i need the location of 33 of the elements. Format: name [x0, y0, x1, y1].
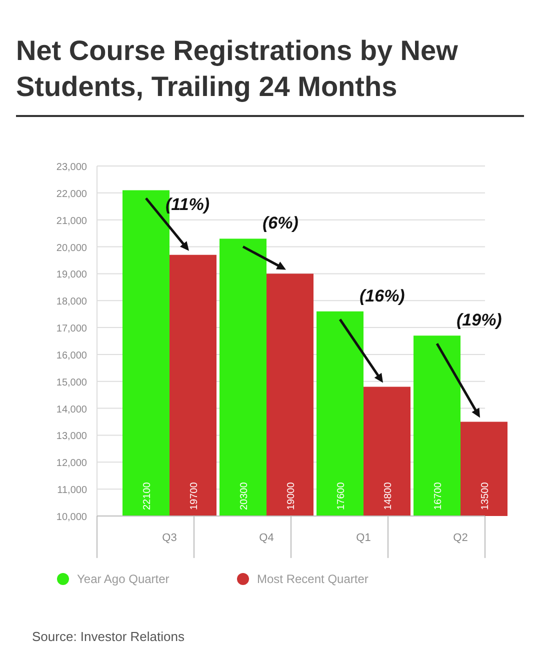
source-note: Source: Investor Relations — [32, 629, 185, 644]
text: 20,000 — [56, 242, 87, 254]
text: 17,000 — [56, 324, 87, 335]
text: 13,000 — [56, 431, 87, 442]
data-label: 17600 — [336, 482, 347, 510]
data-label: 22100 — [142, 482, 153, 510]
annotation: (6%) — [262, 214, 299, 233]
data-label: 14800 — [383, 482, 394, 510]
text: 12,000 — [56, 458, 87, 470]
data-label: 13500 — [480, 482, 491, 510]
text: 14,000 — [56, 404, 87, 416]
annotation: (19%) — [456, 310, 502, 330]
data-label: 20300 — [239, 482, 250, 510]
x-tick-label: Q2 — [453, 532, 468, 544]
text: 15,000 — [56, 377, 87, 388]
data-label: 16700 — [433, 482, 444, 510]
text: 21,000 — [56, 216, 87, 227]
chart-title: Net Course Registrations by New Students, Trailing 24 Months — [16, 35, 458, 102]
legend-label: Most Recent Quarter — [257, 572, 368, 586]
text: 23,000 — [56, 162, 87, 173]
text: 18,000 — [56, 296, 87, 308]
text: 10,000 — [56, 512, 87, 523]
text: 22,000 — [56, 188, 87, 200]
x-tick-label: Q1 — [356, 532, 371, 544]
text: 19,000 — [56, 270, 87, 281]
data-label: 19700 — [189, 482, 200, 510]
legend-label: Year Ago Quarter — [77, 572, 170, 586]
text: 11,000 — [57, 485, 87, 496]
x-tick-label: Q4 — [259, 532, 274, 544]
annotation: (16%) — [360, 286, 406, 306]
text: 16,000 — [56, 350, 87, 362]
data-label: 19000 — [286, 482, 297, 510]
x-tick-label: Q3 — [162, 532, 177, 544]
